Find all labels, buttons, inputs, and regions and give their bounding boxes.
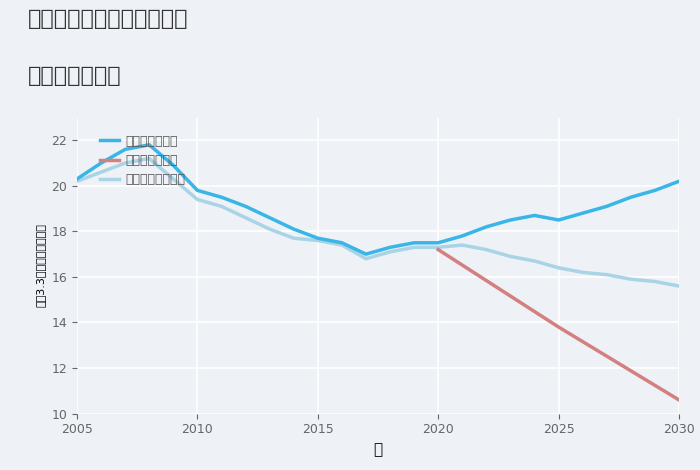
Line: バッドシナリオ: バッドシナリオ — [438, 250, 679, 400]
グッドシナリオ — [314, 235, 322, 241]
グッドシナリオ — [145, 142, 153, 148]
グッドシナリオ — [290, 226, 298, 232]
ノーマルシナリオ — [626, 276, 635, 282]
バッドシナリオ — [675, 397, 683, 403]
ノーマルシナリオ — [217, 204, 225, 209]
ノーマルシナリオ — [145, 156, 153, 161]
グッドシナリオ — [482, 224, 491, 230]
グッドシナリオ — [554, 217, 563, 223]
ノーマルシナリオ — [169, 176, 178, 182]
グッドシナリオ — [410, 240, 419, 246]
ノーマルシナリオ — [241, 215, 250, 220]
グッドシナリオ — [651, 188, 659, 193]
グッドシナリオ — [73, 176, 81, 182]
ノーマルシナリオ — [458, 242, 466, 248]
グッドシナリオ — [241, 204, 250, 209]
グッドシナリオ — [603, 204, 611, 209]
グッドシナリオ — [578, 211, 587, 216]
ノーマルシナリオ — [337, 242, 346, 248]
グッドシナリオ — [217, 195, 225, 200]
ノーマルシナリオ — [651, 279, 659, 284]
グッドシナリオ — [97, 160, 105, 166]
ノーマルシナリオ — [193, 196, 202, 202]
ノーマルシナリオ — [314, 238, 322, 243]
ノーマルシナリオ — [554, 265, 563, 271]
グッドシナリオ — [169, 163, 178, 168]
ノーマルシナリオ — [386, 249, 394, 255]
グッドシナリオ — [337, 240, 346, 246]
バッドシナリオ — [554, 324, 563, 330]
グッドシナリオ — [531, 212, 539, 218]
グッドシナリオ — [362, 251, 370, 257]
グッドシナリオ — [626, 195, 635, 200]
Text: 三重県松阪市嬉野一志町の: 三重県松阪市嬉野一志町の — [28, 9, 188, 30]
ノーマルシナリオ — [531, 258, 539, 264]
X-axis label: 年: 年 — [373, 442, 383, 457]
グッドシナリオ — [193, 188, 202, 193]
ノーマルシナリオ — [603, 272, 611, 277]
ノーマルシナリオ — [362, 256, 370, 261]
Y-axis label: 坪（3.3㎡）単価（万円）: 坪（3.3㎡）単価（万円） — [36, 224, 46, 307]
ノーマルシナリオ — [97, 169, 105, 175]
ノーマルシナリオ — [482, 247, 491, 252]
グッドシナリオ — [265, 215, 274, 220]
Text: 土地の価格推移: 土地の価格推移 — [28, 66, 122, 86]
ノーマルシナリオ — [578, 270, 587, 275]
グッドシナリオ — [434, 240, 442, 246]
グッドシナリオ — [386, 244, 394, 250]
ノーマルシナリオ — [265, 226, 274, 232]
ノーマルシナリオ — [121, 160, 130, 166]
グッドシナリオ — [506, 217, 514, 223]
ノーマルシナリオ — [410, 244, 419, 250]
Legend: グッドシナリオ, バッドシナリオ, ノーマルシナリオ: グッドシナリオ, バッドシナリオ, ノーマルシナリオ — [95, 130, 190, 191]
ノーマルシナリオ — [506, 254, 514, 259]
グッドシナリオ — [675, 179, 683, 184]
ノーマルシナリオ — [434, 244, 442, 250]
グッドシナリオ — [121, 147, 130, 152]
Line: ノーマルシナリオ: ノーマルシナリオ — [77, 158, 679, 286]
ノーマルシナリオ — [73, 179, 81, 184]
ノーマルシナリオ — [290, 235, 298, 241]
グッドシナリオ — [458, 233, 466, 239]
ノーマルシナリオ — [675, 283, 683, 289]
Line: グッドシナリオ: グッドシナリオ — [77, 145, 679, 254]
バッドシナリオ — [434, 247, 442, 252]
